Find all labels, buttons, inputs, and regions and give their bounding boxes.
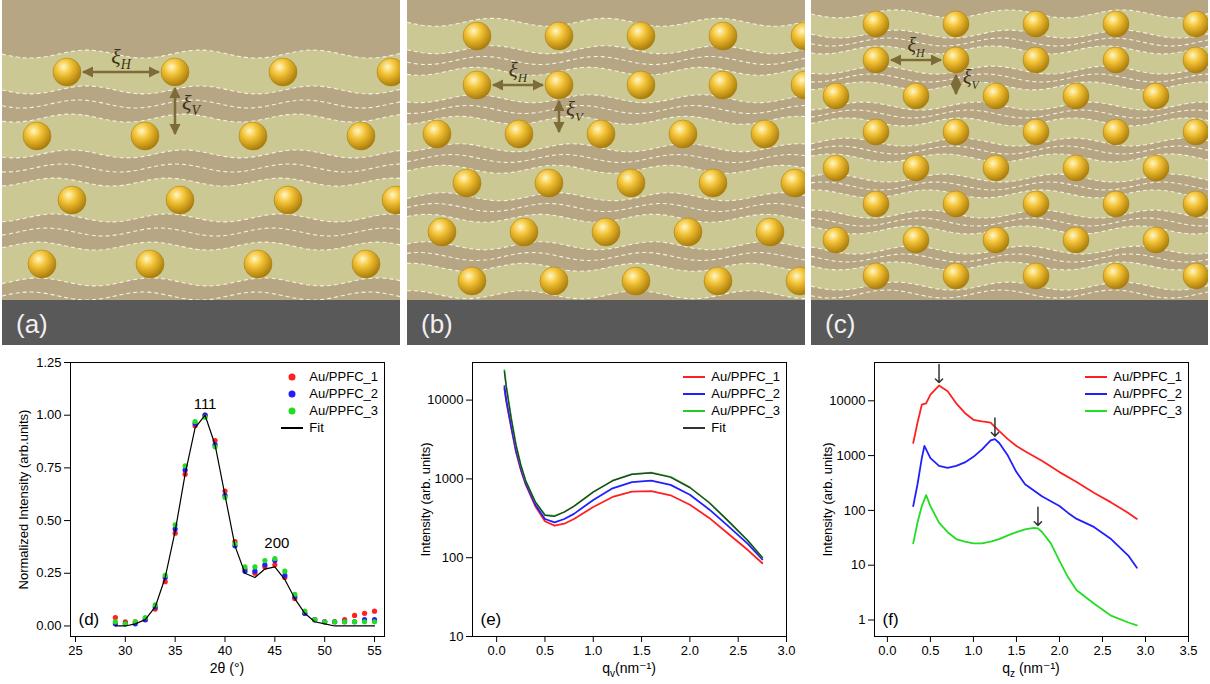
- svg-text:40: 40: [218, 643, 232, 658]
- svg-text:0.0: 0.0: [488, 643, 506, 658]
- svg-text:1.5: 1.5: [633, 643, 651, 658]
- svg-text:ξV: ξV: [182, 90, 201, 118]
- svg-text:1000: 1000: [837, 448, 866, 463]
- svg-text:ξH: ξH: [509, 58, 528, 85]
- html-text:Au/PPFC_2: Au/PPFC_2: [711, 386, 780, 401]
- svg-text:100: 100: [442, 550, 464, 565]
- svg-text:1.5: 1.5: [1007, 643, 1025, 658]
- html-text:Au/PPFC_3: Au/PPFC_3: [711, 403, 780, 418]
- svg-text:10000: 10000: [829, 393, 865, 408]
- svg-text:0.5: 0.5: [536, 643, 554, 658]
- svg-text:2.5: 2.5: [1093, 643, 1111, 658]
- svg-text:ξH: ξH: [907, 34, 926, 60]
- svg-text:(f): (f): [883, 610, 899, 629]
- svg-text:0.50: 0.50: [36, 513, 61, 528]
- html-text:Au/PPFC_1: Au/PPFC_1: [1113, 369, 1182, 384]
- svg-text:10000: 10000: [427, 392, 463, 407]
- svg-text:3.0: 3.0: [777, 643, 795, 658]
- svg-text:50: 50: [317, 643, 331, 658]
- svg-text:100: 100: [844, 503, 866, 518]
- svg-text:0.25: 0.25: [36, 565, 61, 580]
- svg-text:30: 30: [118, 643, 132, 658]
- svg-text:ξV: ξV: [566, 97, 585, 124]
- svg-text:Intensity (arb. units): Intensity (arb. units): [820, 442, 835, 556]
- svg-text:35: 35: [168, 643, 182, 658]
- svg-text:2θ (°): 2θ (°): [210, 660, 244, 676]
- html-text:Au/PPFC_3: Au/PPFC_3: [309, 403, 378, 418]
- html-text:Au/PPFC_1: Au/PPFC_1: [711, 369, 780, 384]
- svg-text:0.5: 0.5: [921, 643, 939, 658]
- svg-text:1.0: 1.0: [584, 643, 602, 658]
- svg-text:0.0: 0.0: [878, 643, 896, 658]
- svg-text:200: 200: [264, 534, 289, 551]
- svg-text:2.5: 2.5: [729, 643, 747, 658]
- svg-text:1.00: 1.00: [36, 407, 61, 422]
- svg-text:ξV: ξV: [963, 66, 981, 92]
- svg-text:(b): (b): [421, 309, 453, 339]
- svg-text:1: 1: [858, 612, 865, 627]
- svg-text:qz (nm⁻¹): qz (nm⁻¹): [1002, 660, 1060, 679]
- svg-text:ξH: ξH: [111, 44, 131, 72]
- svg-text:(e): (e): [481, 610, 502, 629]
- svg-text:1.25: 1.25: [36, 355, 61, 370]
- html-text:Au/PPFC_2: Au/PPFC_2: [309, 386, 378, 401]
- html-text:Au/PPFC_1: Au/PPFC_1: [309, 369, 378, 384]
- svg-text:(d): (d): [79, 610, 100, 629]
- svg-text:2.0: 2.0: [1050, 643, 1068, 658]
- svg-text:45: 45: [268, 643, 282, 658]
- svg-text:2.0: 2.0: [681, 643, 699, 658]
- html-text:Fit: Fit: [309, 420, 324, 435]
- svg-text:1.0: 1.0: [964, 643, 982, 658]
- svg-text:25: 25: [68, 643, 82, 658]
- svg-text:111: 111: [194, 395, 217, 412]
- html-text:Au/PPFC_3: Au/PPFC_3: [1113, 403, 1182, 418]
- svg-text:1000: 1000: [435, 471, 464, 486]
- svg-text:0.75: 0.75: [36, 460, 61, 475]
- svg-text:3.0: 3.0: [1136, 643, 1154, 658]
- html-text:Au/PPFC_2: Au/PPFC_2: [1113, 386, 1182, 401]
- svg-text:3.5: 3.5: [1179, 643, 1197, 658]
- svg-text:10: 10: [449, 629, 463, 644]
- svg-text:(a): (a): [16, 309, 48, 339]
- svg-text:qv(nm⁻¹): qv(nm⁻¹): [602, 660, 656, 679]
- svg-text:55: 55: [367, 643, 381, 658]
- svg-text:(c): (c): [825, 309, 855, 339]
- svg-text:0.00: 0.00: [36, 618, 61, 633]
- html-text:Fit: Fit: [711, 420, 726, 435]
- svg-text:Intensity (arb. units): Intensity (arb. units): [418, 442, 433, 556]
- svg-text:10: 10: [851, 557, 865, 572]
- svg-text:Normalized Intensity (arb.unit: Normalized Intensity (arb.units): [16, 410, 31, 590]
